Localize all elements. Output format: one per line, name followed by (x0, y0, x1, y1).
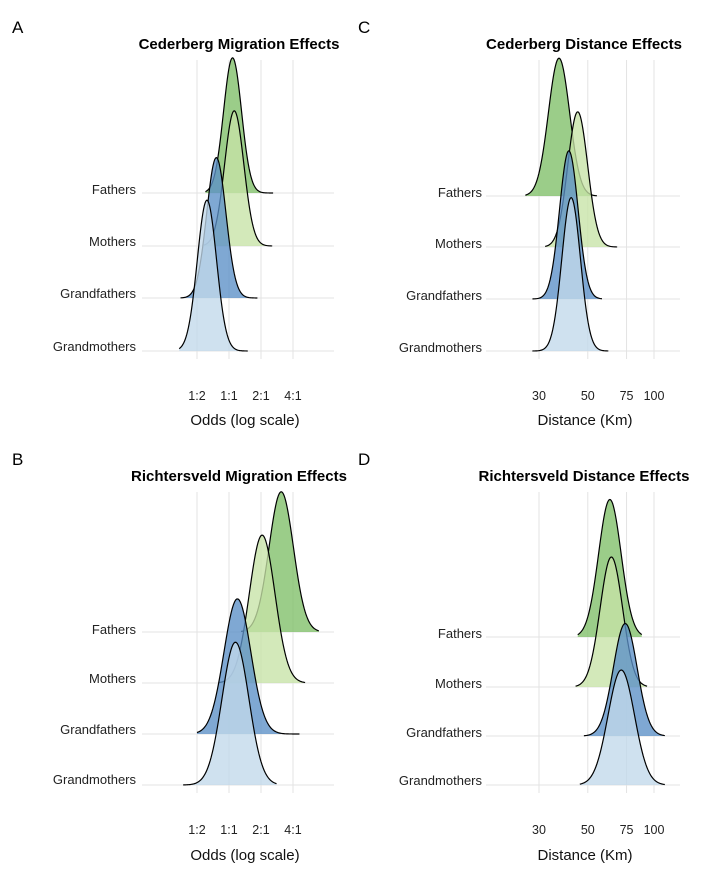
panel-letter-d: D (358, 450, 370, 469)
row-label-grandfathers: Grandfathers (60, 286, 136, 301)
ridge-outline-grandmothers (178, 199, 248, 352)
ridge-area-grandmothers (183, 642, 277, 785)
row-label-fathers: Fathers (92, 622, 137, 637)
x-tick-label: 75 (620, 823, 634, 837)
ridge-area-fathers (525, 58, 597, 197)
x-axis-title-c: Distance (Km) (537, 412, 632, 429)
row-label-grandmothers: Grandmothers (399, 773, 483, 788)
row-label-fathers: Fathers (438, 185, 483, 200)
row-label-grandmothers: Grandmothers (399, 340, 483, 355)
ridge-outline-grandfathers (583, 622, 665, 737)
ridge-area-grandmothers (179, 200, 248, 351)
ridge-outline-grandfathers (196, 598, 300, 735)
ridge-area-grandmothers (532, 197, 609, 351)
row-label-grandfathers: Grandfathers (60, 722, 136, 737)
ridge-outline-grandmothers (532, 196, 609, 352)
x-tick-label: 2:1 (252, 389, 269, 403)
x-tick-label: 75 (620, 389, 634, 403)
x-axis-title-d: Distance (Km) (537, 847, 632, 864)
x-tick-label: 100 (644, 389, 665, 403)
row-label-grandmothers: Grandmothers (53, 339, 137, 354)
x-tick-label: 1:1 (220, 389, 237, 403)
x-tick-label: 4:1 (284, 389, 301, 403)
panel-c: C Cederberg Distance Effects Fathers Mot… (358, 18, 682, 429)
row-label-grandfathers: Grandfathers (406, 288, 482, 303)
chart-title-a: Cederberg Migration Effects (139, 36, 340, 53)
x-tick-label: 4:1 (284, 823, 301, 837)
chart-title-d: Richtersveld Distance Effects (479, 468, 690, 485)
row-label-mothers: Mothers (435, 236, 482, 251)
x-tick-label: 1:1 (220, 823, 237, 837)
x-tick-label: 50 (581, 823, 595, 837)
ridge-outline-grandfathers (532, 150, 603, 300)
row-label-grandmothers: Grandmothers (53, 772, 137, 787)
x-tick-label: 50 (581, 389, 595, 403)
panel-letter-b: B (12, 450, 23, 469)
x-tick-label: 1:2 (188, 823, 205, 837)
ridge-area-fathers (241, 491, 319, 632)
row-label-grandfathers: Grandfathers (406, 725, 482, 740)
x-tick-label: 2:1 (252, 823, 269, 837)
row-label-mothers: Mothers (89, 234, 136, 249)
ridge-area-grandfathers (180, 157, 258, 298)
chart-title-c: Cederberg Distance Effects (486, 36, 682, 53)
ridge-outline-grandmothers (579, 669, 665, 786)
row-label-fathers: Fathers (438, 626, 483, 641)
panel-letter-a: A (12, 18, 24, 37)
x-axis-title-a: Odds (log scale) (190, 412, 299, 429)
x-tick-label: 100 (644, 823, 665, 837)
panel-a: A Cederberg Migration Effects Fathers Mo… (12, 18, 339, 429)
x-tick-label: 1:2 (188, 389, 205, 403)
x-tick-label: 30 (532, 823, 546, 837)
ridge-outline-grandmothers (183, 641, 277, 786)
chart-title-b: Richtersveld Migration Effects (131, 468, 347, 485)
panel-b: B Richtersveld Migration Effects Fathers… (12, 450, 347, 864)
row-label-mothers: Mothers (435, 676, 482, 691)
panel-letter-c: C (358, 18, 370, 37)
row-label-mothers: Mothers (89, 671, 136, 686)
ridge-area-grandmothers (579, 670, 665, 785)
row-label-fathers: Fathers (92, 182, 137, 197)
x-tick-label: 30 (532, 389, 546, 403)
ridge-outline-fathers (577, 498, 643, 636)
panel-d: D Richtersveld Distance Effects Fathers … (358, 450, 689, 864)
ridge-area-mothers (218, 535, 306, 683)
x-axis-title-b: Odds (log scale) (190, 847, 299, 864)
ridge-outline-grandfathers (180, 156, 258, 299)
